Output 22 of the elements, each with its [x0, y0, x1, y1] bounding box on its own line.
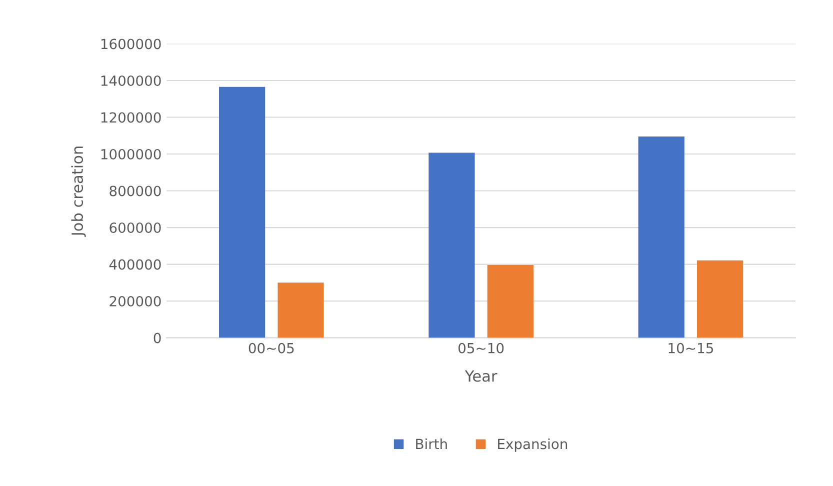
legend-label: Expansion [498, 438, 568, 452]
y-tick-label: 800000 [110, 186, 161, 196]
y-tick-label: 0 [154, 332, 161, 344]
y-tick-label: 600000 [110, 222, 161, 233]
x-axis-title: Year [464, 370, 498, 382]
y-axis-title: Job creation [71, 146, 86, 237]
y-tick-label: 1400000 [101, 75, 161, 86]
x-tick-label: 05~10 [458, 342, 504, 354]
y-tick-label: 1600000 [101, 38, 161, 50]
bar [219, 86, 266, 338]
y-tick-label: 1200000 [101, 112, 161, 123]
y-tick-label: 1000000 [101, 148, 161, 160]
x-tick-label: 00~05 [248, 342, 294, 354]
bar [278, 282, 324, 338]
bar [428, 152, 475, 338]
bar [487, 265, 534, 338]
bar [696, 260, 744, 338]
x-tick-label: 10~15 [668, 342, 713, 354]
y-tick-label: 400000 [109, 259, 161, 270]
bar [638, 136, 684, 338]
y-tick-label: 200000 [110, 296, 161, 306]
legend-label: Birth [416, 438, 447, 450]
